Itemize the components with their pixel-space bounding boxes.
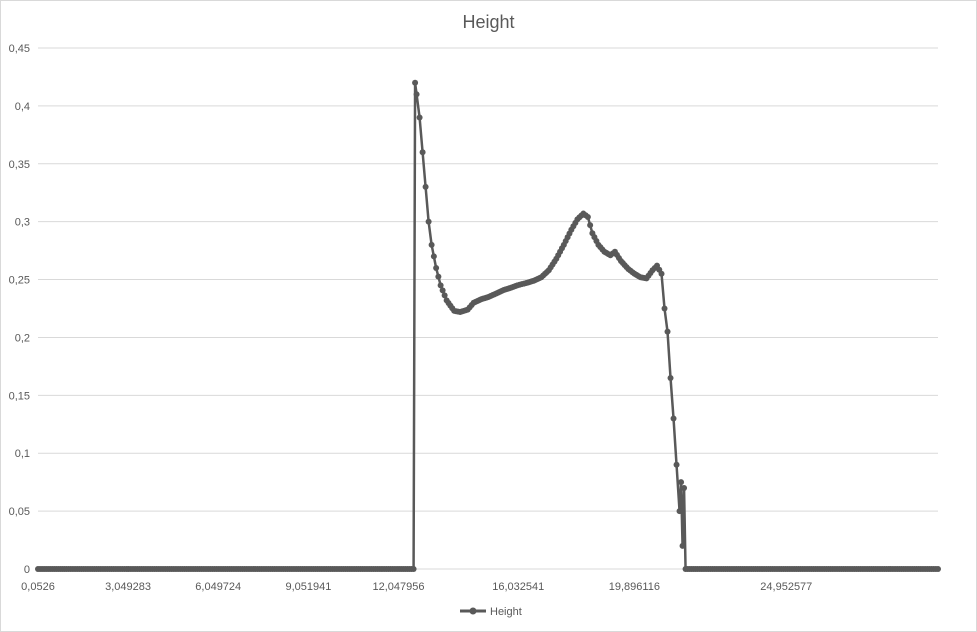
y-tick-label: 0,05	[9, 506, 30, 518]
data-point	[419, 149, 426, 156]
series-line	[38, 81, 938, 571]
data-point	[437, 282, 444, 289]
legend: Height	[460, 606, 522, 618]
data-point	[661, 305, 668, 312]
legend-marker-swatch	[469, 607, 477, 615]
y-tick-label: 0,2	[15, 332, 30, 344]
legend-label: Height	[490, 606, 522, 618]
data-point	[430, 253, 437, 260]
gridlines	[38, 47, 938, 512]
data-point	[428, 241, 435, 248]
data-point	[664, 328, 671, 335]
data-point	[676, 508, 683, 515]
x-tick-label: 6,049724	[195, 581, 241, 593]
data-point	[658, 270, 665, 277]
x-tick-label: 24,952577	[760, 581, 812, 593]
x-tick-label: 19,896116	[609, 581, 660, 593]
data-point	[435, 273, 442, 280]
data-point	[433, 264, 440, 271]
data-point	[425, 218, 432, 225]
data-point	[673, 461, 680, 468]
y-tick-label: 0	[24, 564, 30, 576]
data-point	[935, 566, 941, 572]
data-point	[413, 91, 420, 98]
y-tick-label: 0,1	[15, 448, 30, 460]
data-point	[441, 292, 448, 299]
data-point	[678, 479, 685, 486]
chart-title: Height	[462, 12, 515, 32]
data-point	[681, 484, 688, 491]
data-point	[410, 566, 417, 572]
data-point	[422, 183, 429, 190]
y-tick-label: 0,45	[9, 43, 30, 55]
data-point	[587, 222, 594, 229]
x-tick-label: 0,0526	[21, 581, 55, 593]
y-tick-label: 0,4	[15, 101, 30, 113]
y-tick-label: 0,35	[9, 159, 30, 171]
x-tick-label: 12,047956	[372, 581, 424, 593]
data-point	[679, 542, 686, 549]
data-point	[667, 374, 674, 381]
data-point	[439, 287, 446, 294]
y-tick-label: 0,25	[9, 275, 30, 287]
data-point	[670, 415, 677, 422]
data-point	[584, 214, 591, 221]
x-tick-label: 16,032541	[492, 581, 544, 593]
data-point	[412, 79, 419, 86]
x-tick-label: 9,051941	[286, 581, 332, 593]
y-tick-label: 0,3	[15, 217, 30, 229]
y-tick-label: 0,15	[9, 390, 30, 402]
series-height	[35, 79, 941, 572]
axes: 0 0,05 0,1 0,15 0,2 0,25 0,3 0,35 0,4 0,45 0,0526 3…	[9, 43, 938, 593]
x-tick-label: 3,049283	[105, 581, 151, 593]
data-point	[416, 114, 423, 121]
